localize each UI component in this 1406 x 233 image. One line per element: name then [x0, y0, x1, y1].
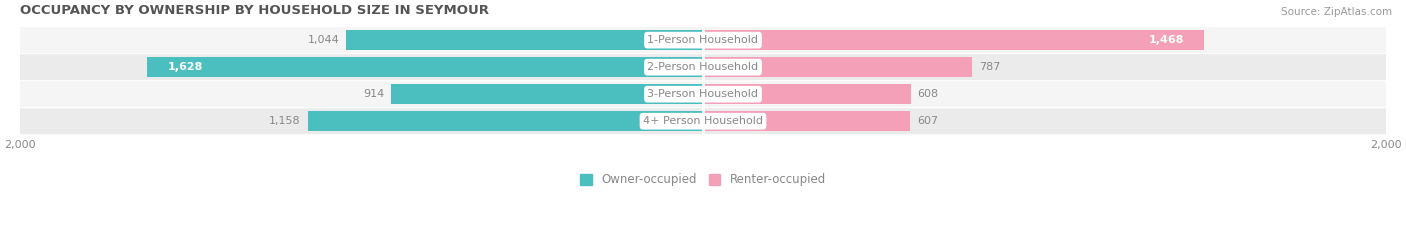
Legend: Owner-occupied, Renter-occupied: Owner-occupied, Renter-occupied	[575, 169, 831, 191]
Text: 3-Person Household: 3-Person Household	[648, 89, 758, 99]
Text: 1,468: 1,468	[1149, 35, 1184, 45]
Text: 1-Person Household: 1-Person Household	[648, 35, 758, 45]
Bar	[346, 31, 703, 50]
FancyBboxPatch shape	[20, 27, 1386, 53]
FancyBboxPatch shape	[20, 108, 1386, 134]
Text: OCCUPANCY BY OWNERSHIP BY HOUSEHOLD SIZE IN SEYMOUR: OCCUPANCY BY OWNERSHIP BY HOUSEHOLD SIZE…	[20, 4, 489, 17]
Text: 1,158: 1,158	[269, 116, 301, 126]
Text: 1,044: 1,044	[308, 35, 340, 45]
Text: 1,628: 1,628	[167, 62, 202, 72]
Bar	[308, 111, 703, 131]
Text: 2-Person Household: 2-Person Household	[647, 62, 759, 72]
FancyBboxPatch shape	[20, 81, 1386, 107]
Bar	[703, 31, 1205, 50]
Text: Source: ZipAtlas.com: Source: ZipAtlas.com	[1281, 7, 1392, 17]
Text: 787: 787	[979, 62, 1000, 72]
Bar	[703, 111, 910, 131]
FancyBboxPatch shape	[20, 54, 1386, 80]
Bar	[703, 57, 972, 77]
Bar	[391, 84, 703, 104]
Text: 914: 914	[363, 89, 384, 99]
Text: 607: 607	[917, 116, 938, 126]
Bar	[703, 84, 911, 104]
Text: 608: 608	[918, 89, 939, 99]
Text: 4+ Person Household: 4+ Person Household	[643, 116, 763, 126]
Bar	[148, 57, 703, 77]
